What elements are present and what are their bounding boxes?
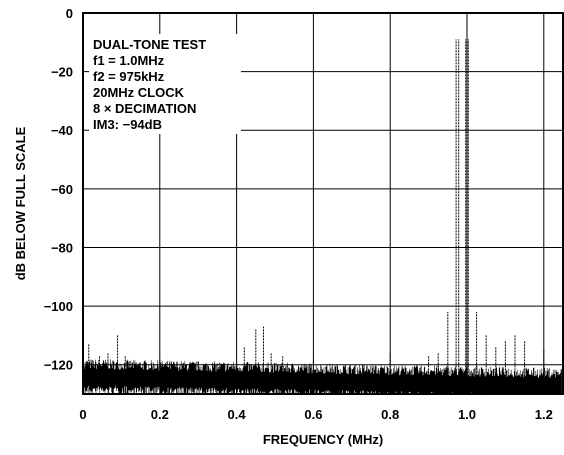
y-tick-label: −80 bbox=[51, 240, 73, 255]
x-tick-label: 0 bbox=[79, 407, 86, 422]
x-tick-label: 0.2 bbox=[151, 407, 169, 422]
y-tick-label: −40 bbox=[51, 123, 73, 138]
annotation-line: f2 = 975kHz bbox=[93, 69, 165, 84]
y-tick-label: −120 bbox=[44, 358, 73, 373]
annotation-line: DUAL-TONE TEST bbox=[93, 37, 206, 52]
x-tick-label: 0.6 bbox=[304, 407, 322, 422]
x-tick-label: 1.2 bbox=[535, 407, 553, 422]
y-tick-label: −100 bbox=[44, 299, 73, 314]
x-tick-label: 0.4 bbox=[228, 407, 247, 422]
x-axis-label: FREQUENCY (MHz) bbox=[263, 432, 383, 447]
y-tick-label: −20 bbox=[51, 65, 73, 80]
y-tick-labels: 0 −20 −40 −60 −80 −100 −120 bbox=[44, 6, 73, 373]
y-axis-label: dB BELOW FULL SCALE bbox=[13, 126, 28, 280]
x-tick-label: 0.8 bbox=[381, 407, 399, 422]
x-tick-labels: 0 0.2 0.4 0.6 0.8 1.0 1.2 bbox=[79, 407, 552, 422]
annotation-line: 8 × DECIMATION bbox=[93, 101, 196, 116]
annotation-background bbox=[89, 34, 241, 134]
y-tick-label: −60 bbox=[51, 182, 73, 197]
spectrum-trace bbox=[83, 39, 562, 393]
annotation-line: IM3: −94dB bbox=[93, 117, 162, 132]
annotation-line: f1 = 1.0MHz bbox=[93, 53, 165, 68]
annotation-line: 20MHz CLOCK bbox=[93, 85, 185, 100]
x-tick-label: 1.0 bbox=[458, 407, 476, 422]
y-tick-label: 0 bbox=[66, 6, 73, 21]
plot-frame bbox=[82, 12, 564, 395]
